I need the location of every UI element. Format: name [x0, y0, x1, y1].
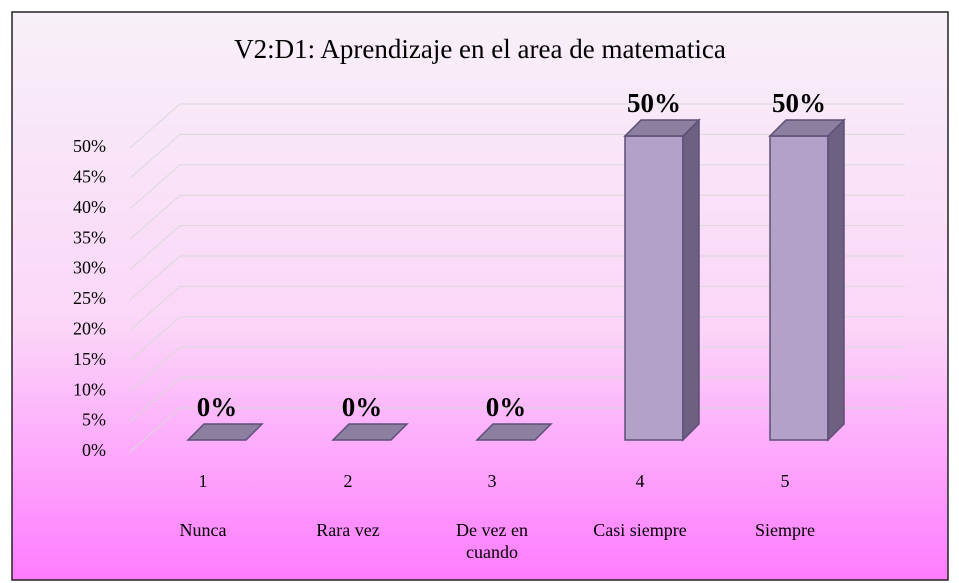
- y-tick-label: 30%: [73, 258, 106, 278]
- grid-line-side: [129, 103, 181, 149]
- y-tick-label: 15%: [73, 349, 106, 369]
- y-tick-label: 0%: [82, 440, 106, 460]
- bar: [186, 423, 264, 441]
- y-tick-label: 5%: [82, 410, 106, 430]
- chart-title: V2:D1: Aprendizaje en el area de matemat…: [234, 34, 726, 64]
- category-label: Nunca: [179, 520, 227, 540]
- category-label: De vez en cuando: [456, 520, 528, 562]
- x-tick-label: 3: [488, 471, 497, 491]
- x-tick-label: 1: [199, 471, 208, 491]
- bar-front: [624, 135, 684, 441]
- grid-line-side: [129, 164, 181, 210]
- value-label: 50%: [772, 88, 826, 118]
- bar-top: [475, 423, 553, 441]
- y-tick-label: 10%: [73, 379, 106, 399]
- y-tick-label: 20%: [73, 319, 106, 339]
- x-tick-label: 5: [781, 471, 790, 491]
- x-tick-label: 2: [344, 471, 353, 491]
- bar: [475, 423, 553, 441]
- bar-top: [768, 119, 846, 137]
- bar-top: [186, 423, 264, 441]
- bar-side: [827, 118, 845, 442]
- grid-line-side: [129, 194, 181, 240]
- y-tick-label: 50%: [73, 136, 106, 156]
- bar: [623, 118, 701, 442]
- grid-line-side: [129, 316, 181, 362]
- value-label: 0%: [197, 392, 238, 422]
- value-label: 0%: [342, 392, 383, 422]
- x-tick-label: 4: [636, 471, 645, 491]
- bar: [331, 423, 409, 441]
- y-tick-label: 35%: [73, 227, 106, 247]
- value-label: 0%: [486, 392, 527, 422]
- category-label: Rara vez: [316, 520, 380, 540]
- bar-top: [331, 423, 409, 441]
- category-label: Siempre: [755, 520, 815, 540]
- grid-line-side: [129, 286, 181, 331]
- bar-side: [682, 118, 700, 442]
- bar-top: [623, 119, 701, 137]
- grid-line-side: [129, 255, 181, 301]
- bar: [768, 118, 846, 442]
- y-tick-label: 45%: [73, 167, 106, 187]
- value-label: 50%: [627, 88, 681, 118]
- y-tick-label: 25%: [73, 288, 106, 308]
- y-tick-label: 40%: [73, 197, 106, 217]
- grid-line-side: [129, 134, 181, 179]
- grid-line-side: [129, 377, 181, 422]
- category-label: Casi siempre: [593, 520, 687, 540]
- grid-line-side: [129, 407, 181, 453]
- grid-line-side: [129, 346, 181, 392]
- grid-line-side: [129, 225, 181, 270]
- bar-front: [769, 135, 829, 441]
